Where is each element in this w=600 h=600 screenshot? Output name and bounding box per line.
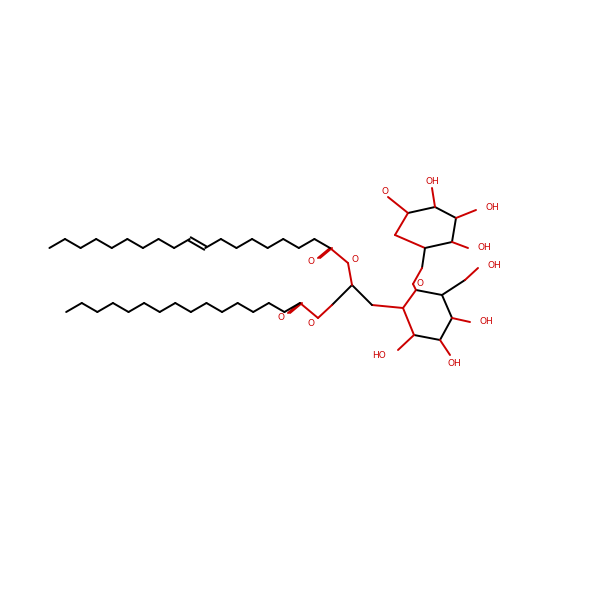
Text: HO: HO [372, 350, 386, 359]
Text: O: O [382, 187, 389, 196]
Text: OH: OH [447, 358, 461, 367]
Text: OH: OH [488, 260, 502, 269]
Text: OH: OH [425, 176, 439, 185]
Text: OH: OH [478, 244, 492, 253]
Text: OH: OH [480, 317, 494, 326]
Text: OH: OH [486, 203, 500, 212]
Text: O: O [277, 313, 284, 322]
Text: O: O [416, 280, 424, 289]
Text: O: O [352, 256, 359, 265]
Text: O: O [308, 257, 314, 265]
Text: O: O [308, 319, 314, 328]
